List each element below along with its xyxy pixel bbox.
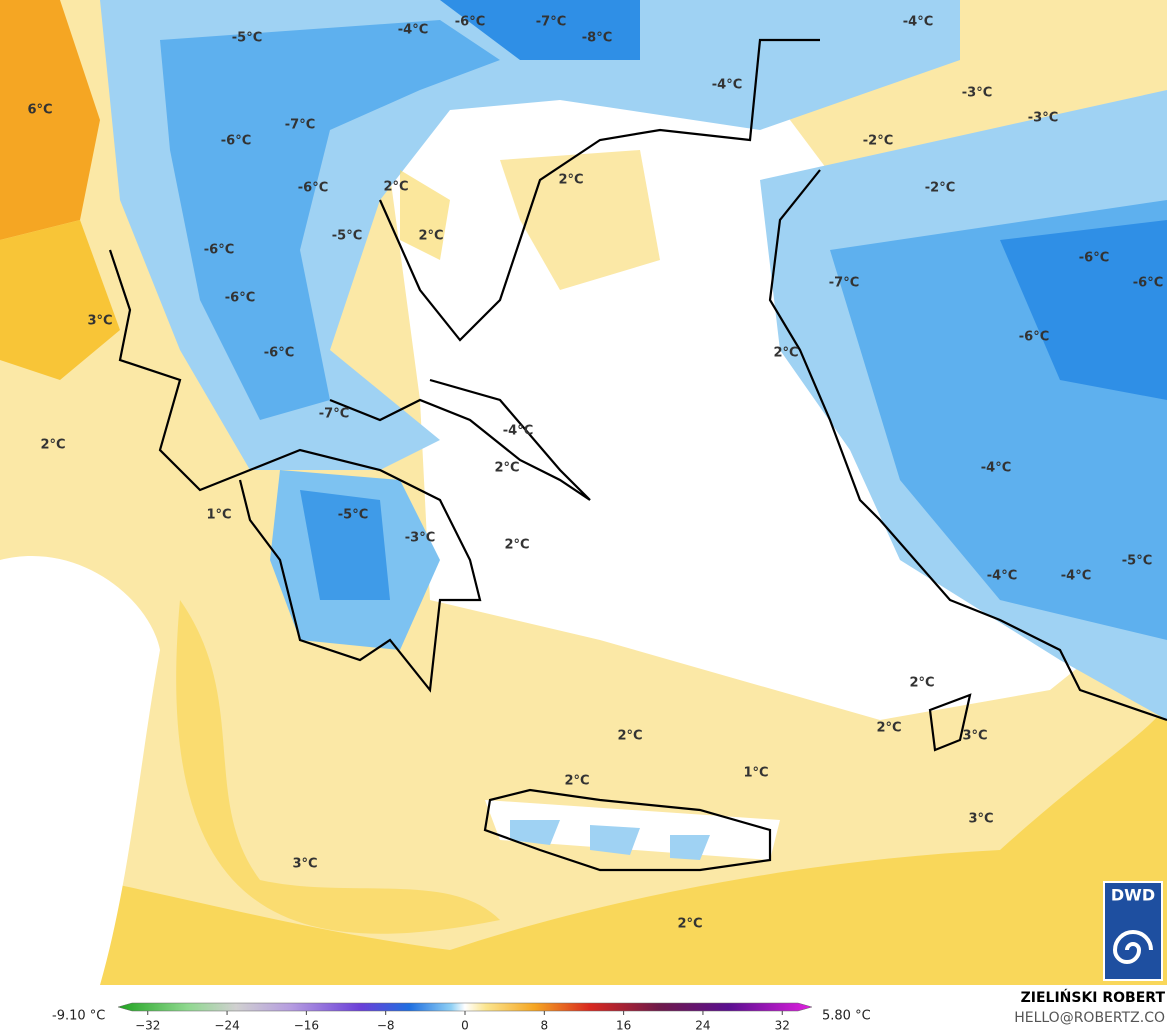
temperature-label: -4°C [981, 461, 1011, 476]
colorbar-tick-label: 0 [461, 1019, 469, 1033]
map [0, 0, 1167, 985]
colorbar: -9.10 °C 5.80 °C −32 −24 −16 −8 0 8 16 24 32 [52, 1002, 871, 1033]
temperature-label: 1°C [206, 508, 231, 523]
temperature-label: 2°C [40, 438, 65, 453]
colorbar-tick-label: 24 [695, 1019, 710, 1033]
colorbar-tick-label: −8 [377, 1019, 395, 1033]
temperature-label: 2°C [773, 346, 798, 361]
temperature-label: -3°C [1028, 111, 1058, 126]
temperature-label: -7°C [829, 276, 859, 291]
credit-email: HELLO@ROBERTZ.CO [1014, 1010, 1165, 1026]
temperature-label: -4°C [903, 15, 933, 30]
temperature-label: -3°C [405, 531, 435, 546]
temperature-label: -6°C [298, 181, 328, 196]
temperature-label: 2°C [558, 173, 583, 188]
colorbar-tick-label: −32 [135, 1019, 160, 1033]
temperature-label: 2°C [383, 180, 408, 195]
temperature-label: -5°C [232, 31, 262, 46]
colorbar-tick-label: 16 [616, 1019, 631, 1033]
temperature-label: -8°C [582, 31, 612, 46]
temperature-label: 3°C [292, 857, 317, 872]
map-labels: -6°C -7°C -8°C -4°C -5°C -4°C 6°C -4°C -3°C -3°C -… [27, 15, 1163, 932]
dwd-logo: DWD [1103, 881, 1163, 981]
temperature-label: -4°C [398, 23, 428, 38]
temperature-label: 3°C [968, 812, 993, 827]
temperature-label: -7°C [536, 15, 566, 30]
temperature-label: 2°C [617, 729, 642, 744]
colorbar-tick-label: −16 [294, 1019, 319, 1033]
temperature-label: -6°C [1019, 330, 1049, 345]
colorbar-tick-label: 32 [775, 1019, 790, 1033]
temperature-label: 1°C [743, 766, 768, 781]
temperature-label: -7°C [285, 118, 315, 133]
colorbar-gradient [117, 1002, 813, 1012]
temperature-label: -5°C [332, 229, 362, 244]
temperature-label: 2°C [564, 774, 589, 789]
temperature-label: -6°C [264, 346, 294, 361]
temperature-label: -6°C [455, 15, 485, 30]
temperature-label: 3°C [87, 314, 112, 329]
temperature-label: -7°C [319, 407, 349, 422]
temperature-label: -6°C [1079, 251, 1109, 266]
temperature-label: -5°C [338, 508, 368, 523]
colorbar-tick-label: 8 [540, 1019, 548, 1033]
temperature-label: -6°C [204, 243, 234, 258]
temperature-label: -6°C [1133, 276, 1163, 291]
temperature-label: 2°C [494, 461, 519, 476]
temperature-label: -6°C [225, 291, 255, 306]
temperature-label: -4°C [503, 424, 533, 439]
temperature-label: -6°C [221, 134, 251, 149]
colorbar-max: 5.80 °C [822, 1009, 871, 1024]
temperature-label: 6°C [27, 103, 52, 118]
colorbar-tick-label: −24 [214, 1019, 239, 1033]
temperature-label: -3°C [962, 86, 992, 101]
temperature-label: -4°C [712, 78, 742, 93]
colorbar-min: -9.10 °C [52, 1009, 105, 1024]
temperature-label: -5°C [1122, 554, 1152, 569]
temperature-label: 2°C [418, 229, 443, 244]
temperature-label: -4°C [1061, 569, 1091, 584]
credit-name: ZIELIŃSKI ROBERT [1021, 988, 1166, 1006]
temperature-label: 2°C [677, 917, 702, 932]
temperature-label: -2°C [863, 134, 893, 149]
temperature-label: 2°C [504, 538, 529, 553]
temperature-label: 3°C [962, 729, 987, 744]
temperature-label: 2°C [909, 676, 934, 691]
temperature-label: 2°C [876, 721, 901, 736]
temperature-label: -4°C [987, 569, 1017, 584]
logo-text: DWD [1111, 886, 1155, 905]
temperature-label: -2°C [925, 181, 955, 196]
